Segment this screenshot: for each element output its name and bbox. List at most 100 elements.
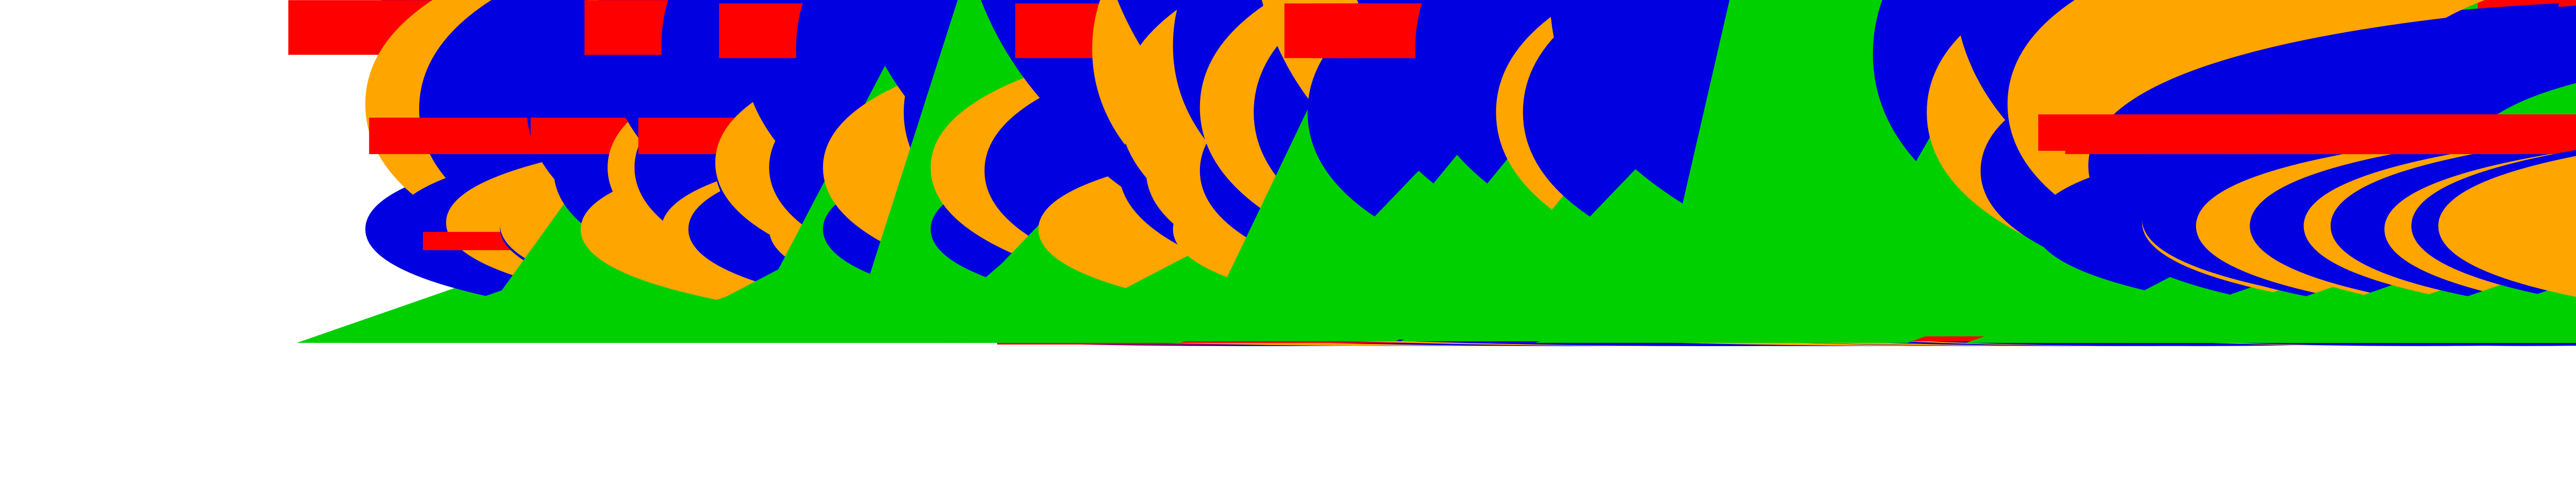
logo-letter: A: [744, 47, 2576, 412]
logo-column: TAC: [1282, 0, 2576, 483]
logo-letter: T: [2036, 47, 2576, 412]
logo-letter: T: [1309, 0, 2576, 445]
logo-column: CGT: [717, 0, 2576, 470]
logo-column: TCG: [609, 0, 2576, 442]
logo-letter: T: [394, 196, 1973, 379]
logo-letter: G: [1121, 0, 2576, 479]
logo-letter: T: [582, 0, 2161, 470]
logo-letter: C: [1040, 0, 2576, 483]
logo-letter: T: [1013, 0, 2576, 483]
logo-letter: A: [1148, 0, 2576, 483]
logo-column: ATC: [1363, 0, 2576, 483]
logo-column: AGC: [636, 0, 2576, 483]
logo-letter: C: [1713, 0, 2345, 483]
logo-letter: T: [1875, 0, 2576, 483]
logo-letter: G: [2090, 43, 2576, 409]
logo-letter: A: [2332, 47, 2576, 412]
logo-column: TCA: [690, 0, 2557, 483]
logo-column: G: [1659, 0, 2340, 483]
logo-letter: T: [448, 0, 2026, 483]
logo-letter: C: [1901, 0, 2576, 442]
logo-letter: T: [1282, 0, 2576, 445]
logo-letter: C: [555, 0, 2422, 483]
logo-letter: T: [2198, 47, 2576, 412]
logo-letter: T: [232, 0, 1811, 483]
logo-letter: A: [1875, 0, 2576, 473]
logo-letter: T: [1605, 0, 2576, 483]
logo-column: C: [1578, 0, 2211, 483]
logo-letter: C: [313, 0, 2179, 475]
logo-letter: C: [690, 0, 2557, 483]
logo-column: A: [1471, 47, 2576, 412]
logo-letter: G: [448, 0, 2458, 483]
logo-column: CAG: [1417, 0, 2576, 483]
logo-letter: G: [636, 0, 2576, 442]
logo-letter: A: [2171, 43, 2576, 409]
logo-column: AC: [1982, 0, 2576, 445]
logo-letter: C: [1067, 0, 2576, 483]
logo-letter: C: [1633, 0, 2265, 483]
logo-column: G: [1740, 0, 2421, 483]
logo-column: TCG: [340, 40, 2351, 413]
logo-column: C: [1633, 0, 2265, 483]
logo-letter: G: [1094, 0, 2576, 473]
logo-column: ACT: [1336, 0, 2576, 483]
logo-letter: C: [636, 0, 2502, 483]
logo-letter: C: [2090, 47, 2576, 412]
logo-column: GTC: [555, 0, 2566, 483]
logo-letter: C: [825, 47, 2576, 412]
logo-column: CG: [2090, 43, 2576, 412]
logo-letter: G: [1605, 0, 2576, 483]
logo-column: CTA: [1794, 0, 2576, 483]
logo-letter: C: [1094, 0, 2576, 445]
logo-letter: C: [959, 0, 2576, 483]
logo-column: AG: [2332, 43, 2576, 412]
logo-letter: C: [1228, 0, 2576, 483]
logo-column: ATC: [771, 0, 2576, 483]
logo-letter: C: [1605, 0, 2576, 483]
logo-letter: G: [1040, 0, 2576, 445]
logo-letter: C: [2036, 37, 2576, 402]
logo-letter: A: [421, 0, 2287, 483]
logo-column: GTC: [1040, 0, 2576, 483]
logo-column: CGA: [1148, 0, 2576, 483]
logo-letter: T: [1094, 0, 2576, 483]
logo-letter: G: [1148, 0, 2576, 483]
logo-letter: T: [717, 0, 2296, 470]
logo-letter: G: [1013, 0, 2576, 473]
logo-letter: G: [555, 47, 2566, 412]
logo-letter: T: [1121, 0, 2576, 483]
logo-column: CTA: [1767, 0, 2576, 483]
logo-column: ACT: [852, 0, 2576, 483]
logo-letter: G: [1417, 0, 2128, 483]
logo-letter: C: [879, 0, 2576, 445]
logo-letter: C: [744, 0, 2576, 483]
logo-letter: T: [852, 0, 2431, 483]
logo-letter: G: [1740, 0, 2421, 483]
logo-letter: A: [1255, 0, 2576, 483]
logo-letter: T: [1202, 0, 2576, 483]
logo-letter: C: [1875, 0, 2576, 445]
logo-letter: C: [1444, 0, 2576, 483]
logo-letter: G: [1848, 0, 2576, 479]
logo-letter: A: [1982, 0, 2576, 445]
logo-letter: C: [448, 0, 2314, 445]
logo-letter: C: [1767, 0, 2576, 483]
logo-column: TA: [2117, 43, 2576, 412]
logo-letter: T: [663, 0, 2242, 483]
logo-letter: G: [663, 47, 2576, 412]
logo-letter: G: [1901, 0, 2576, 470]
logo-letter: C: [1202, 0, 2576, 479]
logo-letter: G: [1390, 0, 2576, 479]
logo-letter: C: [2171, 47, 2576, 412]
logo-letter: T: [879, 0, 2457, 473]
logo-letter: C: [771, 0, 2576, 483]
logo-letter: C: [529, 0, 2395, 442]
logo-column: CAT: [905, 0, 2576, 483]
logo-letter: C: [852, 0, 2576, 483]
logo-letter: G: [744, 0, 2576, 442]
logo-letter: C: [717, 47, 2576, 412]
logo-letter: C: [1013, 0, 2576, 445]
